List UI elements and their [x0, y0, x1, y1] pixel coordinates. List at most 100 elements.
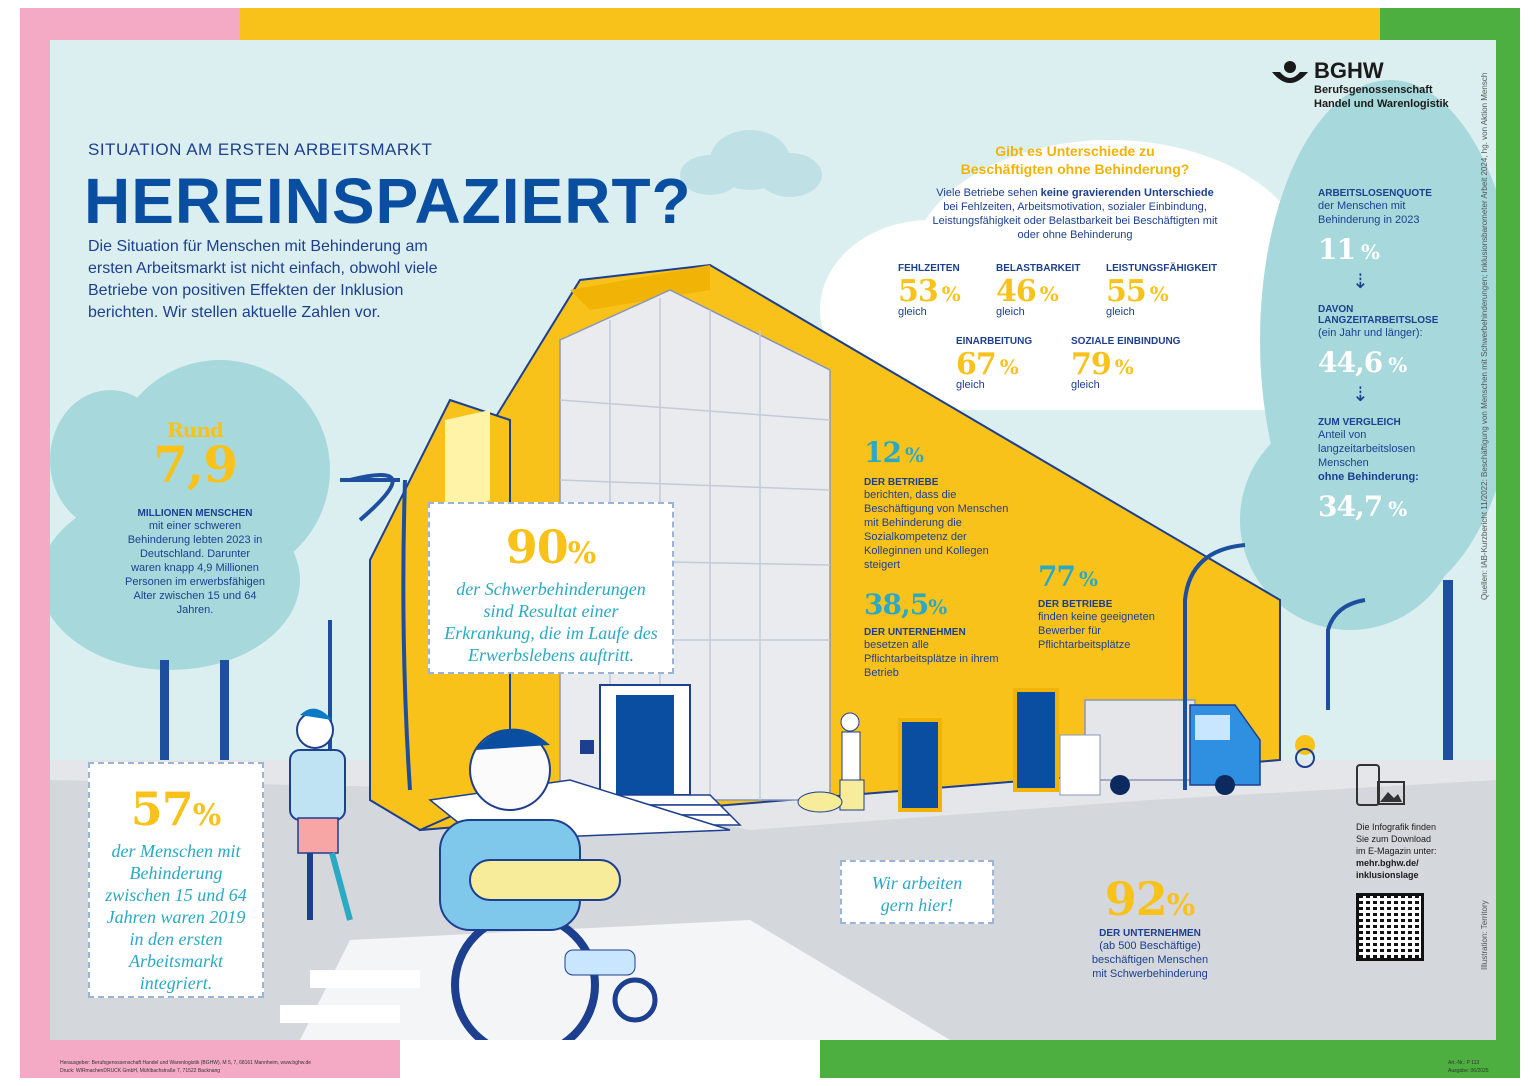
- difference-item: EINARBEITUNG 67% gleich: [956, 336, 1056, 392]
- unemployment-value3: 34,7: [1318, 490, 1383, 523]
- employers-text: (ab 500 Beschäftige) beschäftigen Mensch…: [1091, 940, 1209, 980]
- download-block: Die Infografik finden Sie zum Download i…: [1356, 764, 1440, 961]
- tree-left: [50, 360, 330, 670]
- social-value: 12: [864, 436, 902, 469]
- arrow-down-icon: ⇣: [1352, 384, 1369, 406]
- difference-label: LEISTUNGSFÄHIGKEIT: [1106, 263, 1218, 274]
- applicants-unit: %: [1078, 567, 1098, 591]
- qr-code[interactable]: [1356, 893, 1424, 961]
- difference-unit: %: [1149, 282, 1169, 306]
- logo-line2: Handel und Warenlogistik: [1314, 98, 1449, 110]
- applicants-stat: 77% DER BETRIEBE finden keine geeigneten…: [1038, 560, 1158, 652]
- download-link[interactable]: mehr.bghw.de/ inklusionslage: [1356, 858, 1419, 880]
- unemployment-text3: Anteil von langzeitarbeitslosen Menschen: [1318, 429, 1416, 469]
- differences-text: Viele Betriebe sehen keine gravierenden …: [930, 186, 1220, 242]
- work-here-bubble: Wir arbeiten gern hier!: [840, 860, 994, 924]
- unemployment-value1: 11: [1318, 233, 1356, 266]
- difference-label: BELASTBARKEIT: [996, 263, 1081, 274]
- difference-value: 55: [1106, 274, 1147, 309]
- integrated-callout: 57% der Menschen mit Behinderung zwische…: [88, 762, 264, 998]
- integrated-unit: %: [192, 798, 222, 833]
- difference-unit: %: [1114, 355, 1134, 379]
- unemployment-text1: der Menschen mit Behinderung in 2023: [1318, 200, 1420, 226]
- disease-callout: 90% der Schwerbehinderungen sind Resulta…: [428, 502, 674, 674]
- footer-art: Art.-Nr.: P 113: [1448, 1060, 1480, 1066]
- difference-value: 79: [1071, 347, 1112, 382]
- differences-text-after: bei Fehlzeiten, Arbeitsmotivation, sozia…: [932, 201, 1218, 241]
- footer-issue: Ausgabe: 06/2025: [1448, 1068, 1489, 1074]
- unemployment-unit2: %: [1388, 353, 1408, 377]
- difference-item: LEISTUNGSFÄHIGKEIT 55% gleich: [1106, 263, 1218, 319]
- quota-label: DER UNTERNEHMEN: [864, 627, 966, 638]
- unemployment-block: ARBEITSLOSENQUOTE der Menschen mit Behin…: [1318, 188, 1438, 523]
- illustration-credit: Illustration: Territory: [1480, 900, 1489, 970]
- bghw-logo-icon: [1272, 61, 1308, 83]
- unemployment-value2: 44,6: [1318, 346, 1383, 379]
- integrated-text: der Menschen mit Behinderung zwischen 15…: [105, 841, 247, 993]
- unemployment-text2: (ein Jahr und länger):: [1318, 327, 1423, 339]
- difference-sub: gleich: [956, 379, 985, 391]
- applicants-label: DER BETRIEBE: [1038, 599, 1113, 610]
- differences-title: Gibt es Unterschiede zu Beschäftigten oh…: [960, 143, 1190, 177]
- quota-unit: %: [928, 595, 948, 619]
- work-here-text: Wir arbeiten gern hier!: [871, 873, 963, 915]
- logo-name: BGHW: [1314, 58, 1384, 83]
- social-stat: 12% DER BETRIEBE berichten, dass die Bes…: [864, 436, 1024, 572]
- difference-unit: %: [941, 282, 961, 306]
- population-prefix: Rund: [167, 418, 224, 442]
- difference-sub: gleich: [996, 306, 1025, 318]
- employers-value: 92: [1104, 872, 1168, 926]
- difference-label: EINARBEITUNG: [956, 336, 1033, 347]
- social-label: DER BETRIEBE: [864, 477, 939, 488]
- integrated-value: 57: [130, 782, 194, 836]
- difference-value: 46: [996, 274, 1037, 309]
- employers-label: DER UNTERNEHMEN: [1099, 928, 1201, 939]
- quota-text: besetzen alle Pflichtarbeitsplätze in ih…: [864, 639, 999, 679]
- bghw-logo: BGHW Berufsgenossenschaft Handel und War…: [1272, 58, 1462, 118]
- street-illustration: [50, 80, 1496, 1040]
- social-unit: %: [904, 443, 924, 467]
- applicants-text: finden keine geeigneten Bewerber für Pfl…: [1038, 611, 1155, 651]
- difference-label: FEHLZEITEN: [898, 263, 960, 274]
- social-text: berichten, dass die Beschäftigung von Me…: [864, 489, 1009, 571]
- guide-dog-walker: [797, 712, 865, 813]
- difference-unit: %: [1039, 282, 1059, 306]
- unemployment-unit1: %: [1360, 240, 1380, 264]
- differences-text-bold: keine gravierenden Unterschiede: [1040, 187, 1214, 199]
- logo-line1: Berufsgenossenschaft: [1314, 84, 1433, 96]
- unemployment-text3-bold: ohne Behinderung:: [1318, 471, 1419, 483]
- differences-block: Gibt es Unterschiede zu Beschäftigten oh…: [930, 142, 1220, 242]
- frame-green-bottom: [820, 1040, 1520, 1078]
- footer-print: Druck: WIRmachenDRUCK GmbH, Mühlbachstra…: [60, 1068, 221, 1074]
- quota-stat: 38,5% DER UNTERNEHMEN besetzen alle Pfli…: [864, 588, 1024, 680]
- disease-value: 90: [505, 520, 569, 574]
- disease-text: der Schwerbehinderungen sind Resultat ei…: [444, 579, 658, 665]
- tree-right: [1240, 80, 1496, 980]
- page-title: HEREINSPAZIERT?: [84, 165, 692, 237]
- wheelchair-person: [439, 728, 658, 1040]
- population-block: Rund 7,9 MILLIONEN MENSCHEN mit einer sc…: [110, 418, 280, 617]
- employers-stat: 92% DER UNTERNEHMEN (ab 500 Beschäftige)…: [1080, 872, 1220, 981]
- quota-value: 38,5: [864, 588, 929, 621]
- population-value: 7,9: [153, 435, 238, 494]
- cloud-shape: [680, 130, 822, 197]
- page-kicker: SITUATION AM ERSTEN ARBEITSMARKT: [88, 140, 433, 159]
- footer-publisher: Herausgeber: Berufsgenossenschaft Handel…: [60, 1060, 312, 1066]
- difference-unit: %: [999, 355, 1019, 379]
- population-label: MILLIONEN MENSCHEN: [137, 508, 253, 519]
- sources-credit: Quellen: IAB-Kurzbericht 11/2022: Beschä…: [1480, 72, 1489, 600]
- difference-value: 53: [898, 274, 939, 309]
- download-text: Die Infografik finden Sie zum Download i…: [1356, 822, 1437, 856]
- unemployment-label1: ARBEITSLOSENQUOTE: [1318, 188, 1432, 199]
- difference-item: FEHLZEITEN 53% gleich: [898, 263, 988, 319]
- difference-value: 67: [956, 347, 997, 382]
- arrow-down-icon: ⇣: [1352, 271, 1369, 293]
- difference-sub: gleich: [1071, 379, 1100, 391]
- difference-sub: gleich: [898, 306, 927, 318]
- smartphone-icon: [1356, 764, 1405, 806]
- small-wheelchair: [1295, 735, 1315, 768]
- page-intro: Die Situation für Menschen mit Behinderu…: [88, 238, 438, 321]
- unemployment-label3: ZUM VERGLEICH: [1318, 417, 1401, 428]
- difference-item: SOZIALE EINBINDUNG 79% gleich: [1071, 336, 1181, 392]
- difference-sub: gleich: [1106, 306, 1135, 318]
